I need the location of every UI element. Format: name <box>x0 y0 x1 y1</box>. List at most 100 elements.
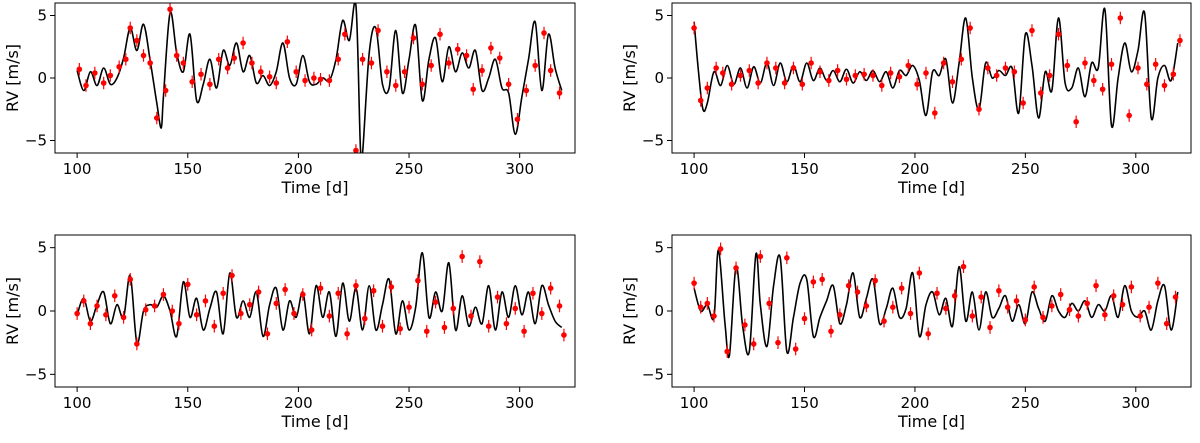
y-tick-label: −5 <box>642 365 664 383</box>
data-point <box>523 87 530 94</box>
data-point <box>556 303 563 309</box>
plot-area <box>76 3 563 153</box>
data-point <box>819 276 825 283</box>
data-point <box>1137 313 1144 319</box>
data-point <box>887 70 894 76</box>
y-tick-label: 5 <box>654 7 664 25</box>
data-point <box>967 25 973 31</box>
data-point <box>870 72 876 79</box>
data-point <box>1117 15 1124 21</box>
panel-top-right: 100 150 200 250 300 −5 0 5 Time [d] RV [m/s] <box>620 2 1192 197</box>
x-tick-label: 150 <box>173 394 202 412</box>
data-point <box>326 77 333 84</box>
x-axis-label: Time [d] <box>897 412 965 431</box>
data-point <box>1031 284 1037 290</box>
x-tick-label: 100 <box>63 160 92 178</box>
data-point <box>87 320 94 327</box>
data-point <box>810 279 817 285</box>
data-point <box>1146 304 1152 311</box>
data-point <box>750 341 757 347</box>
data-point <box>757 253 764 260</box>
x-tick-label: 100 <box>680 160 709 178</box>
data-point <box>459 253 465 260</box>
data-point <box>987 324 993 331</box>
data-point <box>202 298 209 304</box>
data-point <box>198 71 204 78</box>
x-tick-label: 200 <box>284 160 313 178</box>
x-axis-label: Time [d] <box>281 178 349 197</box>
data-point <box>512 305 519 312</box>
data-point <box>238 310 244 317</box>
data-point <box>828 328 834 335</box>
data-point <box>737 72 744 79</box>
data-point <box>419 81 426 88</box>
data-point <box>450 305 457 312</box>
data-point <box>1108 61 1115 68</box>
data-point <box>863 303 870 309</box>
data-point <box>477 258 483 265</box>
data-point <box>1093 282 1099 289</box>
data-point <box>454 46 461 53</box>
data-point <box>691 280 697 286</box>
data-point <box>547 285 554 292</box>
data-point <box>801 315 808 322</box>
data-point <box>293 68 299 75</box>
data-point <box>958 56 965 63</box>
data-point <box>539 310 545 317</box>
data-point <box>896 73 903 80</box>
data-point <box>503 320 510 327</box>
data-point <box>881 318 887 324</box>
data-point <box>808 60 814 66</box>
data-point <box>843 76 850 83</box>
y-tick-label: 0 <box>654 69 664 87</box>
data-point <box>463 52 470 59</box>
x-tick-label: 150 <box>173 160 202 178</box>
data-point <box>255 289 262 295</box>
data-point <box>717 246 724 252</box>
data-point <box>985 65 991 71</box>
data-point <box>100 80 107 86</box>
data-point <box>359 56 366 63</box>
data-point <box>257 68 264 75</box>
data-point <box>792 346 799 352</box>
model-line <box>76 3 563 153</box>
x-tick-label: 200 <box>284 394 313 412</box>
data-point <box>514 116 521 123</box>
data-point <box>1163 320 1170 327</box>
data-point <box>940 60 947 66</box>
data-point <box>898 285 905 292</box>
x-tick-label: 200 <box>901 394 930 412</box>
data-point <box>872 277 878 284</box>
data-point <box>960 263 967 270</box>
data-point <box>943 305 949 312</box>
data-point <box>415 277 421 284</box>
y-tick-label: −5 <box>25 132 47 150</box>
data-point <box>704 300 711 307</box>
data-point <box>704 85 711 91</box>
data-point <box>215 56 222 63</box>
data-point <box>428 62 434 69</box>
x-tick-label: 250 <box>395 160 424 178</box>
data-point <box>370 287 377 294</box>
data-point <box>996 287 1002 294</box>
data-point <box>107 72 114 79</box>
data-point <box>1126 112 1132 119</box>
data-point <box>1135 65 1141 71</box>
x-tick-label: 250 <box>395 394 424 412</box>
data-point <box>916 270 923 276</box>
data-point <box>167 6 173 13</box>
data-point <box>993 72 1000 79</box>
data-point <box>368 60 375 66</box>
data-point <box>773 65 779 71</box>
data-point <box>1119 301 1126 308</box>
data-point <box>496 55 503 61</box>
data-point <box>697 97 704 104</box>
data-point <box>1002 65 1009 71</box>
data-point <box>1020 100 1026 106</box>
data-point <box>479 67 485 74</box>
data-point <box>790 65 797 71</box>
data-point <box>162 87 169 94</box>
data-point <box>1091 77 1097 84</box>
x-axis-label: Time [d] <box>897 178 965 197</box>
